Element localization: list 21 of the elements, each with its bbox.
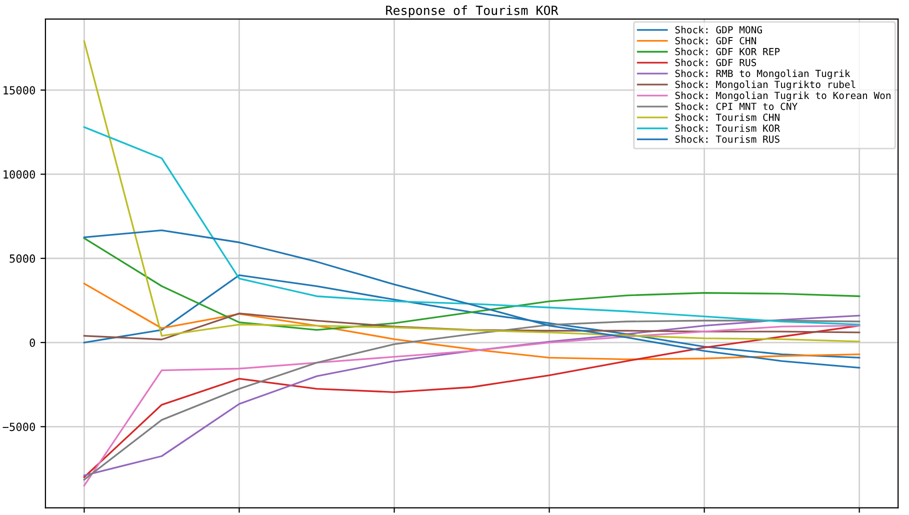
y-tick-label: 15000 <box>4 86 36 94</box>
line-series <box>83 126 860 326</box>
line-series <box>83 229 860 369</box>
legend-label: Shock: Tourism KOR <box>675 124 780 132</box>
legend-label: Shock: CPI MNT to CNY <box>675 102 798 110</box>
legend-label: Shock: Mongolian Tugrikto rubel <box>675 80 856 90</box>
legend-label: Shock: GDF RUS <box>675 58 756 66</box>
line-series <box>83 237 860 331</box>
legend-label: Shock: GDF CHN <box>675 36 756 44</box>
y-tick-label: 0 <box>30 338 36 347</box>
y-tick-label: 5000 <box>10 254 36 263</box>
legend-label: Shock: Mongolian Tugrik to Korean Won <box>675 92 890 102</box>
y-tick-label: −5000 <box>2 422 36 432</box>
legend-label: Shock: Tourism CHN <box>675 113 780 121</box>
legend-label: Shock: Tourism RUS <box>675 135 780 143</box>
legend-label: Shock: RMB to Mongolian Tugrik <box>675 70 850 80</box>
legend-label: Shock: GDP MONG <box>675 26 762 34</box>
legend-label: Shock: GDF KOR REP <box>675 48 780 56</box>
y-tick-label: 10000 <box>4 170 36 179</box>
line-series <box>83 312 860 340</box>
chart-title: Response of Tourism KOR <box>386 5 558 18</box>
